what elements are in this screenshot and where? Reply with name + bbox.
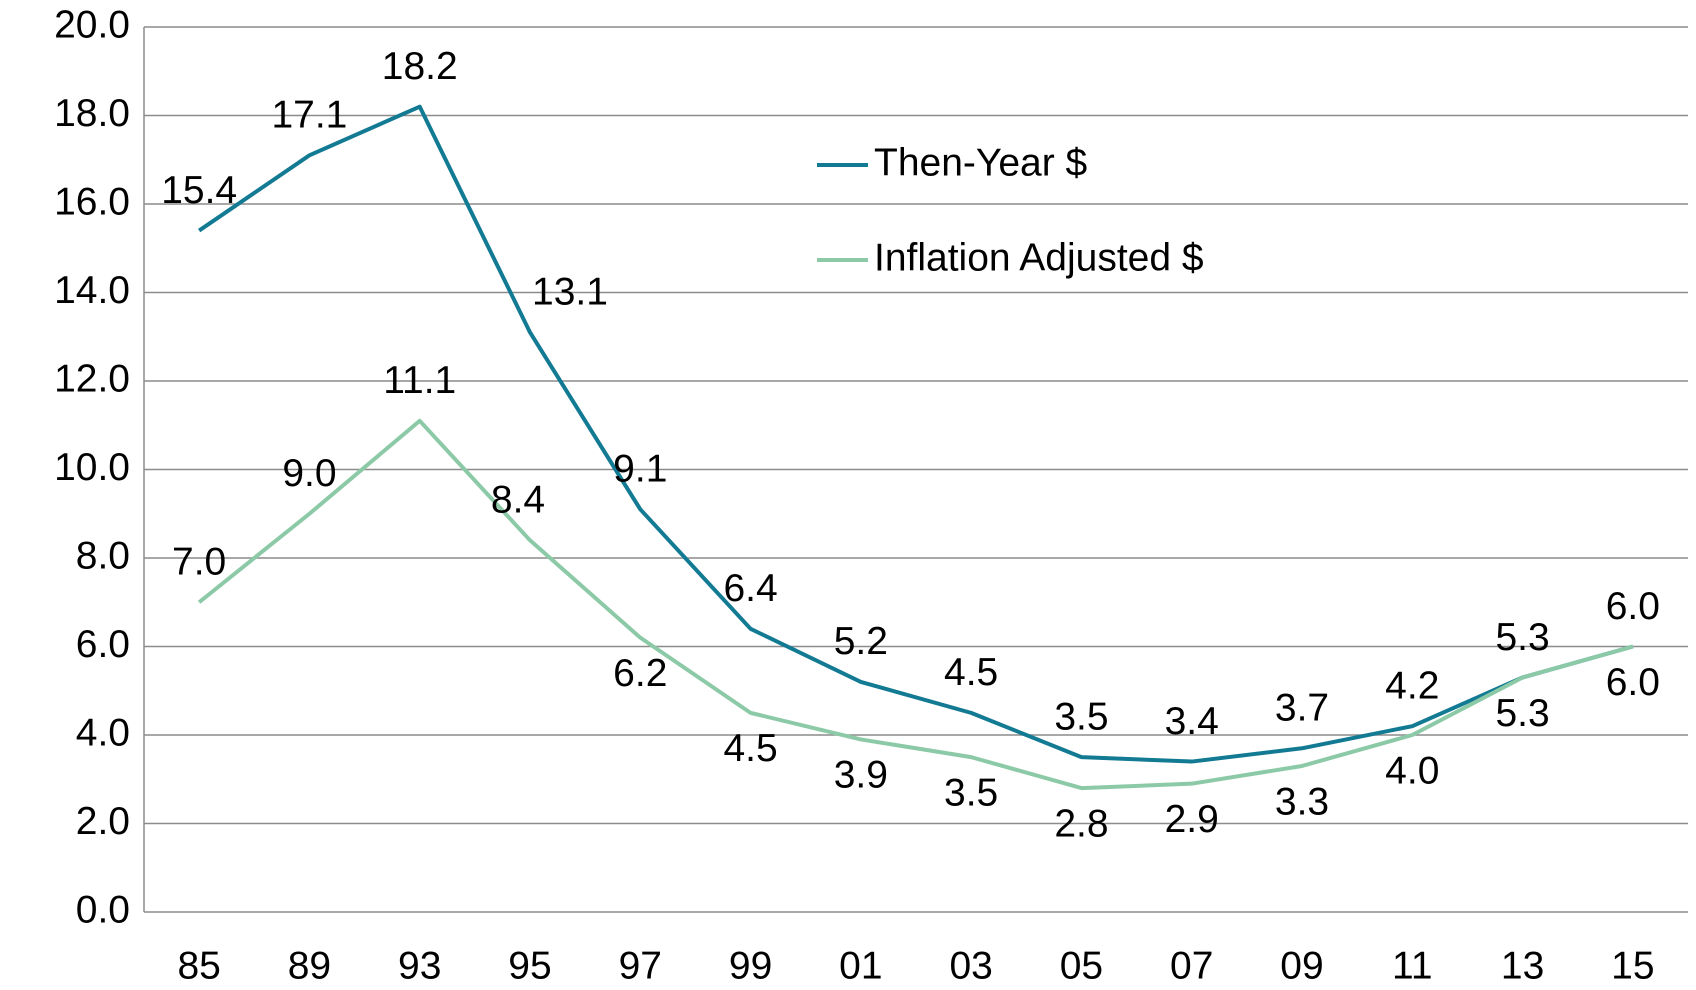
x-tick-label: 95	[508, 944, 551, 987]
data-label: 2.9	[1165, 798, 1219, 841]
data-label: 6.0	[1606, 585, 1660, 628]
data-label: 4.5	[723, 727, 777, 770]
x-tick-label: 99	[729, 944, 772, 987]
data-label: 6.0	[1606, 661, 1660, 704]
data-label: 5.3	[1495, 692, 1549, 735]
data-label: 2.8	[1054, 802, 1108, 845]
x-tick-label: 09	[1280, 944, 1323, 987]
data-label: 9.1	[613, 448, 667, 491]
data-label: 3.3	[1275, 780, 1329, 823]
data-label: 3.7	[1275, 687, 1329, 730]
x-tick-label: 03	[949, 944, 992, 987]
legend-label: Then-Year $	[874, 141, 1088, 184]
y-tick-label: 18.0	[54, 92, 130, 135]
data-label: 5.3	[1495, 616, 1549, 659]
y-tick-label: 6.0	[76, 623, 130, 666]
y-tick-label: 12.0	[54, 357, 130, 400]
x-tick-label: 01	[839, 944, 882, 987]
data-label: 3.9	[834, 754, 888, 797]
x-tick-label: 85	[177, 944, 220, 987]
data-label: 13.1	[532, 271, 608, 314]
y-tick-label: 0.0	[76, 888, 130, 931]
data-label: 4.0	[1385, 749, 1439, 792]
data-label: 8.4	[491, 479, 545, 522]
y-tick-label: 8.0	[76, 534, 130, 577]
x-tick-label: 11	[1392, 944, 1433, 987]
series-line	[197, 418, 1634, 791]
y-tick-label: 14.0	[54, 269, 130, 312]
data-label: 6.2	[613, 652, 667, 695]
data-label: 3.5	[944, 771, 998, 814]
x-tick-label: 05	[1060, 944, 1103, 987]
y-tick-label: 16.0	[54, 180, 130, 223]
data-label: 3.4	[1165, 700, 1219, 743]
data-label: 5.2	[834, 620, 888, 663]
y-tick-label: 10.0	[54, 446, 130, 489]
x-tick-label: 89	[288, 944, 331, 987]
y-tick-label: 4.0	[76, 711, 130, 754]
data-label: 7.0	[172, 541, 226, 584]
data-label: 9.0	[282, 452, 336, 495]
data-label: 17.1	[271, 94, 347, 137]
data-label: 4.2	[1385, 664, 1439, 707]
data-label: 4.5	[944, 651, 998, 694]
x-tick-label: 13	[1501, 944, 1544, 987]
data-label: 18.2	[382, 45, 458, 88]
legend-label: Inflation Adjusted $	[874, 236, 1204, 279]
x-tick-label: 15	[1611, 944, 1654, 987]
y-tick-label: 2.0	[76, 800, 130, 843]
data-label: 3.5	[1054, 695, 1108, 738]
data-label: 15.4	[161, 169, 237, 212]
x-tick-label: 97	[619, 944, 662, 987]
series-line	[198, 104, 1634, 764]
data-label: 6.4	[723, 567, 777, 610]
data-label: 11.1	[383, 359, 456, 402]
x-tick-label: 93	[398, 944, 441, 987]
x-tick-label: 07	[1170, 944, 1213, 987]
y-tick-label: 20.0	[54, 3, 130, 46]
